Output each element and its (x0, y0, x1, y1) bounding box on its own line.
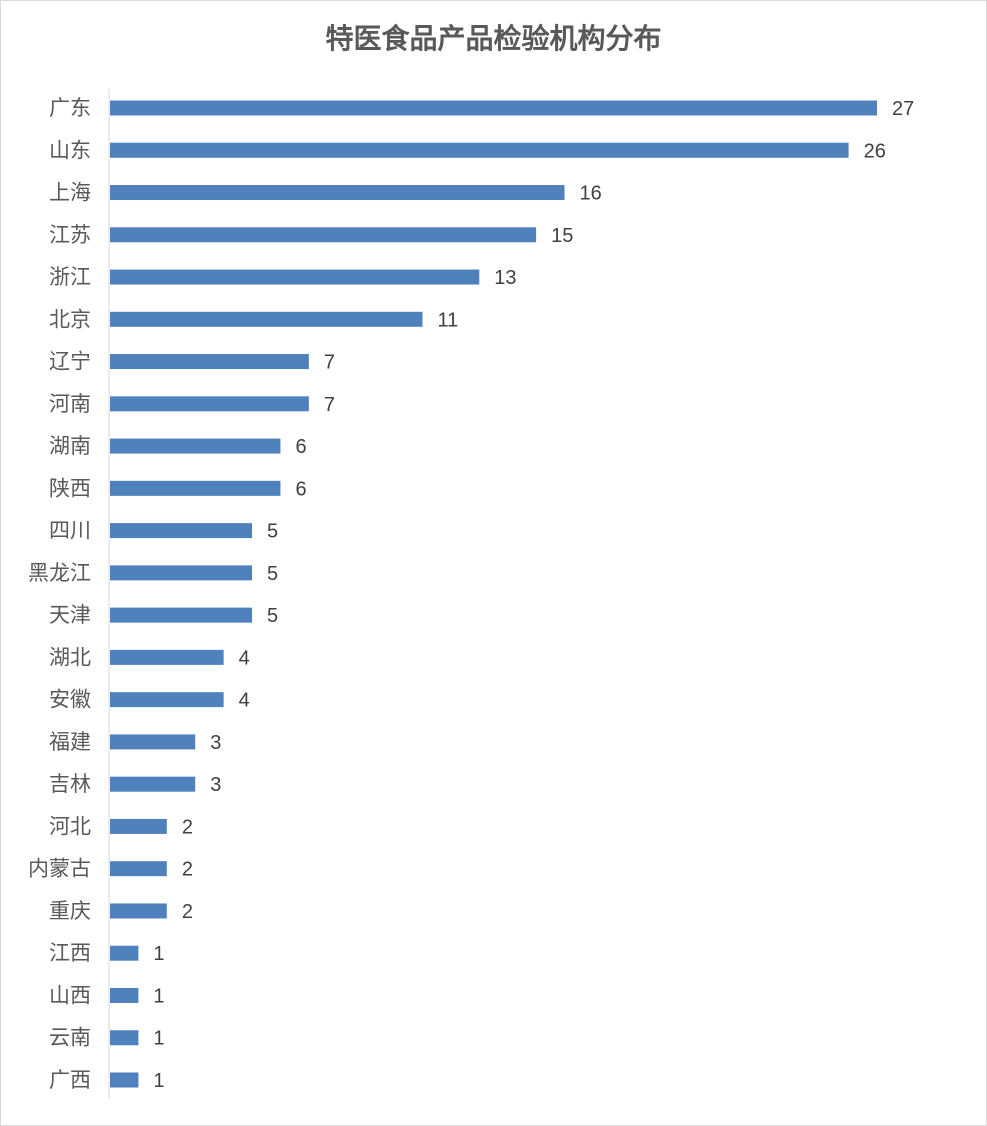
bar (110, 1030, 139, 1046)
category-label: 四川 (49, 519, 91, 543)
category-label: 江苏 (49, 223, 91, 247)
category-label: 黑龙江 (28, 561, 91, 585)
bar (110, 565, 253, 581)
data-label: 5 (267, 521, 278, 543)
data-label: 27 (892, 98, 914, 120)
data-label: 1 (153, 1070, 164, 1092)
bar (110, 227, 537, 243)
data-label: 15 (551, 225, 573, 247)
bar (110, 692, 224, 708)
bar (110, 776, 196, 792)
category-label: 吉林 (49, 772, 91, 796)
data-label: 5 (267, 563, 278, 585)
category-label: 山东 (49, 138, 91, 162)
data-label: 7 (324, 352, 335, 374)
category-label: 山西 (49, 983, 91, 1007)
bar (110, 185, 565, 201)
bar (110, 438, 281, 454)
category-label: 广东 (49, 96, 91, 120)
bar (110, 945, 139, 961)
category-label: 天津 (49, 603, 91, 627)
category-label: 内蒙古 (28, 857, 91, 881)
bar (110, 607, 253, 623)
category-label: 河南 (49, 392, 91, 416)
data-label: 1 (153, 943, 164, 965)
category-label: 辽宁 (49, 350, 91, 374)
category-label: 安徽 (49, 688, 91, 712)
category-label: 湖南 (49, 434, 91, 458)
bar (110, 903, 167, 919)
data-label: 16 (580, 183, 602, 205)
category-label: 广西 (49, 1068, 91, 1092)
data-label: 7 (324, 394, 335, 416)
category-label: 陕西 (49, 476, 91, 500)
data-label: 2 (182, 816, 193, 838)
bar (110, 311, 423, 327)
bar (110, 523, 253, 539)
data-label: 4 (239, 690, 250, 712)
data-label: 13 (494, 267, 516, 289)
bar (110, 142, 849, 158)
data-label: 2 (182, 859, 193, 881)
data-label: 3 (210, 732, 221, 754)
bar (110, 818, 167, 834)
data-label: 1 (153, 1028, 164, 1050)
bar (110, 396, 309, 412)
category-label: 浙江 (49, 265, 91, 289)
category-label: 北京 (49, 307, 91, 331)
bar (110, 861, 167, 877)
bar (110, 1072, 139, 1088)
data-label: 5 (267, 605, 278, 627)
bar (110, 649, 224, 665)
data-label: 3 (210, 774, 221, 796)
data-label: 11 (437, 309, 458, 331)
category-label: 云南 (49, 1026, 91, 1050)
bar (110, 100, 877, 116)
bar (110, 354, 309, 370)
bar (110, 734, 196, 750)
category-label: 湖北 (49, 645, 91, 669)
data-label: 1 (153, 985, 164, 1007)
data-label: 4 (239, 647, 250, 669)
data-label: 26 (864, 140, 886, 162)
data-label: 2 (182, 901, 193, 923)
data-label: 6 (295, 478, 306, 500)
category-label: 福建 (49, 730, 91, 754)
bar (110, 480, 281, 496)
bar (110, 987, 139, 1003)
data-label: 6 (295, 436, 306, 458)
category-label: 重庆 (49, 899, 91, 923)
chart-title: 特医食品产品检验机构分布 (325, 22, 662, 55)
category-label: 上海 (49, 181, 91, 205)
bar (110, 269, 480, 285)
category-label: 河北 (49, 814, 91, 838)
category-label: 江西 (49, 941, 91, 965)
